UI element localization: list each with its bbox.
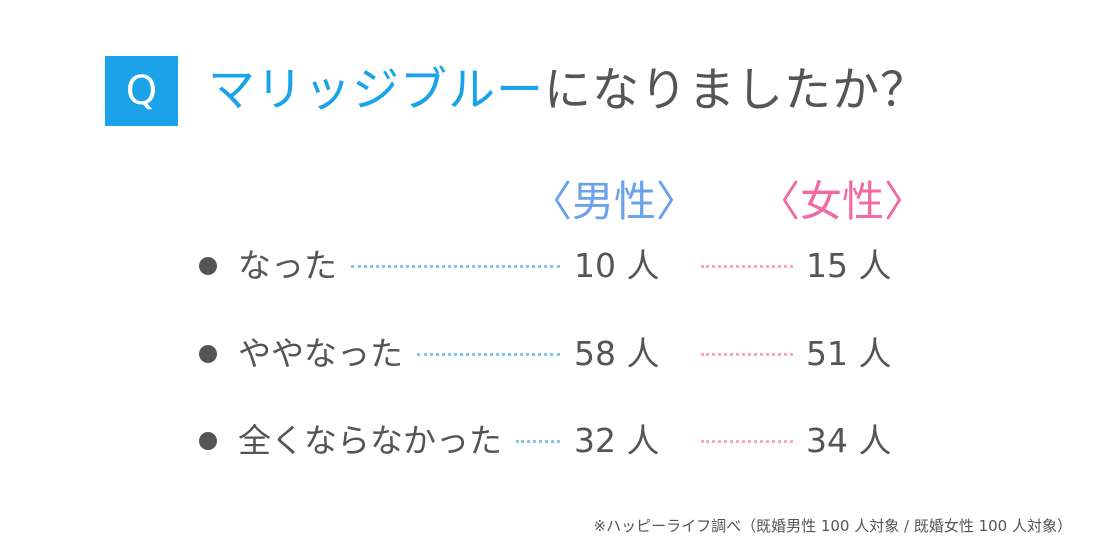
- bullet-icon: [199, 432, 217, 450]
- row-label: なった: [238, 246, 337, 285]
- male-leader-dots: [417, 353, 560, 356]
- table-row: ややなった 58 人 51 人: [0, 329, 1100, 379]
- question-title: マリッジブルーになりましたか？: [208, 56, 928, 126]
- question-badge: Q: [105, 56, 178, 126]
- male-value: 58 人: [574, 334, 660, 373]
- question-highlight: マリッジブルー: [208, 63, 544, 118]
- male-leader-dots: [351, 265, 560, 268]
- table-row: なった 10 人 15 人: [0, 241, 1100, 291]
- male-column-header: 〈男性〉: [530, 177, 699, 226]
- bullet-icon: [199, 345, 217, 363]
- question-rest: になりましたか？: [544, 63, 928, 118]
- table-row: 全くならなかった 32 人 34 人: [0, 416, 1100, 466]
- male-value: 32 人: [574, 421, 660, 460]
- female-leader-dots: [701, 440, 793, 443]
- male-leader-dots: [516, 440, 560, 443]
- row-label: 全くならなかった: [238, 421, 502, 460]
- female-leader-dots: [701, 265, 793, 268]
- male-value: 10 人: [574, 246, 660, 285]
- female-column-header: 〈女性〉: [758, 177, 927, 226]
- female-value: 51 人: [806, 334, 892, 373]
- female-value: 15 人: [806, 246, 892, 285]
- source-footnote: ※ハッピーライフ調べ（既婚男性 100 人対象 / 既婚女性 100 人対象）: [593, 517, 1073, 535]
- female-leader-dots: [701, 353, 793, 356]
- bullet-icon: [199, 257, 217, 275]
- row-label: ややなった: [238, 334, 403, 373]
- female-value: 34 人: [806, 421, 892, 460]
